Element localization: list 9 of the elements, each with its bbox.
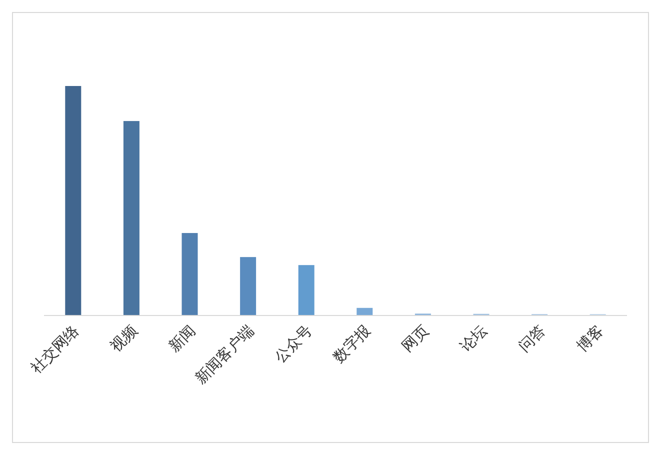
x-tick-label: 新闻 bbox=[166, 322, 200, 356]
x-tick-label: 博客 bbox=[574, 322, 608, 356]
x-tick-label: 公众号 bbox=[272, 322, 316, 366]
x-tick-label: 论坛 bbox=[457, 322, 491, 356]
x-tick-label: 视频 bbox=[107, 322, 141, 356]
x-tick-label: 数字报 bbox=[330, 322, 374, 366]
x-tick-label: 网页 bbox=[400, 322, 432, 356]
x-tick-label: 社交网络 bbox=[28, 322, 82, 377]
x-tick-label: 问答 bbox=[516, 322, 549, 356]
